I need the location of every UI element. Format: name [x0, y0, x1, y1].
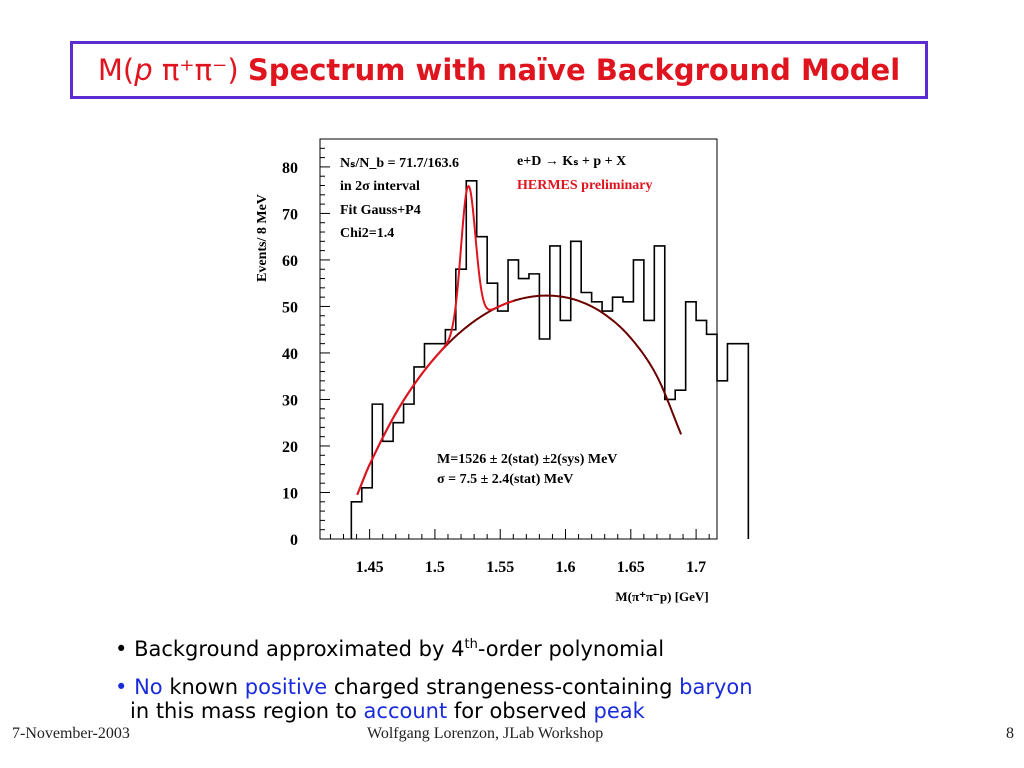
annotation-interval: in 2σ interval: [340, 179, 420, 194]
bullet-list: • Background approximated by 4th-order p…: [115, 630, 1015, 726]
annotation-reaction: e+D → Kₛ + p + X: [517, 154, 626, 169]
y-tick-label: 0: [290, 532, 298, 549]
y-tick-label: 10: [282, 485, 298, 502]
annotation-preliminary: HERMES preliminary: [517, 178, 652, 193]
annotation-chi2: Chi2=1.4: [340, 226, 394, 241]
x-tick-label: 1.5: [425, 559, 445, 576]
signal-fit-curve: [356, 184, 514, 496]
x-tick-label: 1.65: [617, 559, 645, 576]
y-tick-label: 80: [282, 160, 298, 177]
y-tick-label: 70: [282, 206, 298, 223]
title-pions: π⁺π⁻: [161, 53, 228, 87]
annotation-ns-nb: Nₛ/N_b = 71.7/163.6: [340, 156, 459, 171]
bullet-2-known: known: [162, 675, 245, 699]
bullet-2-positive: positive: [244, 675, 328, 699]
y-tick-label: 30: [282, 392, 298, 409]
annotation-width-result: σ = 7.5 ± 2.4(stat) MeV: [437, 472, 573, 487]
bullet-2-no: No: [134, 675, 163, 699]
y-tick-label: 60: [282, 253, 298, 270]
bullet-2-middle: charged strangeness-containing: [327, 675, 680, 699]
x-tick-label: 1.6: [556, 559, 576, 576]
bullet-marker: •: [115, 675, 128, 699]
bullet-2-peak: peak: [593, 699, 645, 723]
annotation-mass-result: M=1526 ± 2(stat) ±2(sys) MeV: [437, 452, 617, 467]
bullet-1-text-post: -order polynomial: [477, 637, 665, 661]
bullet-2-baryon: baryon: [679, 675, 753, 699]
x-tick-label: 1.55: [486, 559, 514, 576]
bullet-2-line2c: for observed: [447, 699, 594, 723]
bullet-2: • No known positive charged strangeness-…: [115, 672, 1015, 702]
title-p: p: [134, 53, 153, 87]
y-tick-label: 20: [282, 439, 298, 456]
title-mass: M(: [97, 53, 135, 87]
x-axis-label: M(π⁺π⁻p) [GeV]: [615, 589, 708, 604]
x-tick-label: 1.7: [686, 559, 706, 576]
y-tick-label: 50: [282, 299, 298, 316]
x-tick-label: 1.45: [356, 559, 384, 576]
slide-title: M(p π⁺π⁻) Spectrum with naïve Background…: [98, 53, 900, 87]
title-box: M(p π⁺π⁻) Spectrum with naïve Background…: [70, 41, 928, 99]
title-rest: Spectrum with naïve Background Model: [247, 53, 901, 87]
x-ticks: 1.45 1.5 1.55 1.6 1.65 1.7: [329, 529, 710, 576]
bullet-1: • Background approximated by 4th-order p…: [115, 630, 1015, 664]
footer-center: Wolfgang Lorenzon, JLab Workshop: [367, 725, 604, 742]
bullet-2-line2: in this mass region to account for obser…: [130, 696, 1015, 726]
footer-date: 7-November-2003: [12, 725, 130, 742]
y-axis-label: Events/ 8 MeV: [255, 194, 270, 282]
bullet-1-text: Background approximated by 4: [134, 637, 465, 661]
title-close: ): [227, 53, 239, 87]
bullet-2-account: account: [363, 699, 448, 723]
bullet-marker: •: [115, 637, 128, 661]
y-tick-label: 40: [282, 346, 298, 363]
annotation-fit: Fit Gauss+P4: [340, 203, 421, 218]
y-ticks: 0 10 20 30 40 50 60 70 80: [282, 147, 330, 549]
bullet-2-line2a: in this mass region to: [130, 699, 364, 723]
slide-number: 8: [1006, 725, 1014, 742]
bullet-1-sup: th: [464, 637, 478, 652]
